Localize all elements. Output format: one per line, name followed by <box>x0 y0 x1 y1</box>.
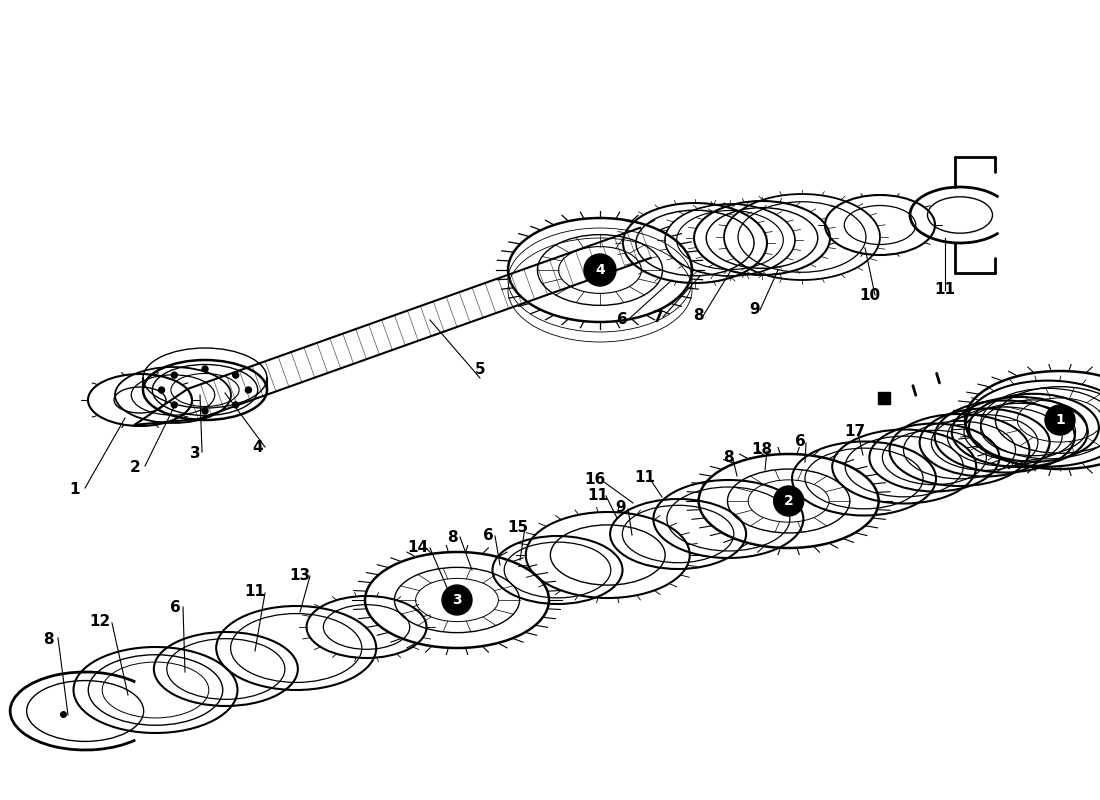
Text: 1: 1 <box>1055 413 1065 427</box>
Text: 6: 6 <box>617 313 627 327</box>
Circle shape <box>233 402 239 408</box>
Text: 9: 9 <box>616 501 626 515</box>
Text: 5: 5 <box>475 362 485 378</box>
Text: 11: 11 <box>935 282 956 298</box>
Text: 1: 1 <box>69 482 80 498</box>
Text: 3: 3 <box>189 446 200 461</box>
Circle shape <box>245 387 252 393</box>
Text: 11: 11 <box>587 487 608 502</box>
Text: 15: 15 <box>507 519 529 534</box>
Text: 2: 2 <box>784 494 793 508</box>
Text: 11: 11 <box>635 470 656 486</box>
Circle shape <box>584 254 616 286</box>
Text: 2: 2 <box>130 461 141 475</box>
Text: 3: 3 <box>452 593 462 607</box>
Text: 9: 9 <box>750 302 760 318</box>
Circle shape <box>172 402 177 408</box>
Text: 8: 8 <box>447 530 458 545</box>
Text: 6: 6 <box>483 527 494 542</box>
Text: 8: 8 <box>693 309 703 323</box>
Circle shape <box>1045 405 1075 435</box>
Circle shape <box>233 372 239 378</box>
Circle shape <box>202 366 208 372</box>
Text: 7: 7 <box>652 310 663 326</box>
Circle shape <box>172 372 177 378</box>
Circle shape <box>773 486 804 516</box>
Text: 17: 17 <box>845 425 866 439</box>
Text: 13: 13 <box>289 567 310 582</box>
Text: 10: 10 <box>859 287 881 302</box>
Circle shape <box>158 387 165 393</box>
Text: 6: 6 <box>794 434 805 450</box>
Text: 6: 6 <box>169 599 180 614</box>
Text: 14: 14 <box>407 541 429 555</box>
Text: 4: 4 <box>253 441 263 455</box>
Text: 11: 11 <box>244 585 265 599</box>
Circle shape <box>202 408 208 414</box>
Text: 12: 12 <box>89 614 111 630</box>
Text: 8: 8 <box>723 450 734 466</box>
Circle shape <box>442 585 472 615</box>
Text: 8: 8 <box>43 633 53 647</box>
Text: 16: 16 <box>584 473 606 487</box>
Text: 4: 4 <box>595 263 605 277</box>
Text: 18: 18 <box>751 442 772 458</box>
